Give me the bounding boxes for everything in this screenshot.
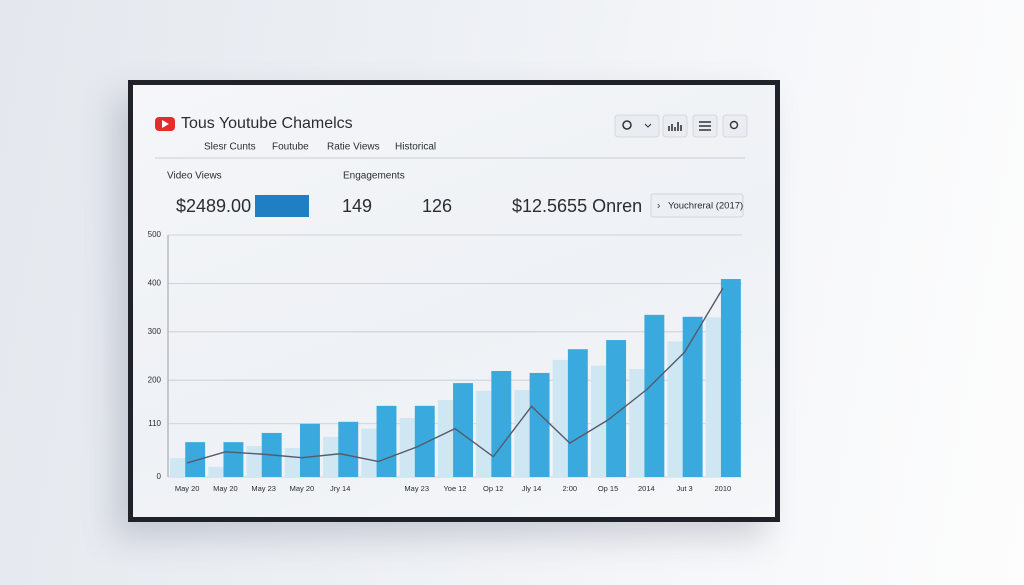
bar-light [323, 436, 340, 477]
bar-light [552, 359, 569, 477]
progress-block [255, 195, 309, 217]
bar-light [284, 447, 301, 477]
trend-line [186, 287, 724, 464]
bar-light [437, 400, 454, 477]
play-icon [162, 120, 169, 128]
y-tick-label: 400 [148, 279, 162, 288]
x-tick-label: Jut 3 [676, 484, 692, 493]
bar-light [208, 466, 225, 477]
stat-label: Video Views [167, 171, 222, 182]
x-tick-label: May 20 [290, 484, 315, 493]
chart-button[interactable] [662, 114, 688, 138]
tab[interactable]: Slesr Cunts [204, 142, 256, 153]
bar [529, 372, 550, 477]
bar [223, 442, 244, 477]
monitor-frame: Tous Youtube Chamelcs Slesr Cunts Foutub… [128, 80, 780, 522]
x-tick-label: 2:00 [562, 484, 577, 493]
x-tick-label: May 23 [251, 484, 276, 493]
y-tick-label: 110 [148, 419, 161, 428]
bar-light [246, 446, 263, 477]
x-tick-label: Yoe 12 [443, 484, 466, 493]
bar-light [705, 317, 722, 477]
x-tick-label: Op 12 [483, 484, 503, 493]
tab[interactable]: Historical [395, 142, 436, 153]
chart: 0 110 200 300 400 500 May 20 May 20 May 23 May 20… [148, 230, 742, 493]
x-tick-label: Jry 14 [330, 484, 350, 493]
stat-value: 126 [422, 196, 452, 216]
x-tick-label: Op 15 [598, 484, 618, 493]
stat-label: Engagements [343, 171, 405, 182]
stat-value: $12.5655 Onren [512, 196, 642, 216]
bar-light [590, 365, 608, 477]
y-tick-label: 300 [148, 327, 162, 336]
y-tick-label: 200 [148, 375, 162, 384]
bar-light [514, 389, 531, 477]
bar [644, 314, 665, 477]
x-tick-label: May 20 [213, 484, 238, 493]
bar [376, 405, 397, 477]
bar-light [399, 417, 416, 477]
bar-light [476, 390, 493, 477]
bar-light [170, 458, 187, 477]
period-label: Youchreral (2017) [668, 201, 743, 212]
y-tick-label: 500 [148, 230, 162, 239]
x-tick-label: 2014 [638, 484, 655, 493]
bar-light [667, 341, 684, 477]
bar [491, 371, 512, 477]
tab[interactable]: Foutube [272, 142, 309, 153]
x-tick-label: May 20 [175, 484, 200, 493]
bar-light [361, 428, 378, 477]
stat-value: 149 [342, 196, 372, 216]
stat-value: $2489.00 [176, 196, 251, 216]
chevron [644, 123, 652, 128]
x-tick-label: 2010 [715, 484, 732, 493]
chevron: › [657, 201, 660, 212]
x-tick-label: Jly 14 [522, 484, 542, 493]
tab[interactable]: Ratie Views [327, 142, 380, 153]
chart-icon [668, 122, 682, 131]
bar [453, 383, 473, 477]
bar [414, 405, 435, 477]
bar-light [629, 369, 646, 477]
menu-icon [699, 121, 711, 131]
search-icon [622, 120, 632, 130]
bar [720, 279, 741, 477]
search-dropdown[interactable] [614, 114, 660, 138]
search-icon [729, 120, 739, 130]
x-tick-label: May 23 [404, 484, 429, 493]
bar [300, 423, 320, 477]
period-button[interactable] [650, 193, 744, 218]
bar [682, 316, 703, 477]
search-button[interactable] [722, 114, 748, 138]
bar [606, 340, 627, 477]
bar [567, 349, 588, 477]
y-tick-label: 0 [157, 472, 162, 481]
toolbar[interactable] [614, 114, 748, 138]
title: Tous Youtube Chamelcs [181, 115, 353, 132]
bar [338, 421, 359, 477]
bar [185, 442, 206, 477]
dashboard: Tous Youtube Chamelcs Slesr Cunts Foutub… [148, 114, 748, 493]
